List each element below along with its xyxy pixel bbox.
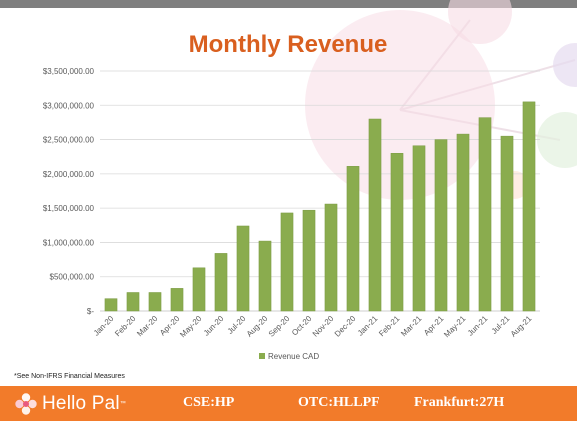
bar xyxy=(500,135,514,312)
footnote: *See Non-IFRS Financial Measures xyxy=(14,373,125,380)
bar xyxy=(368,118,382,312)
x-tick-label: Oct-20 xyxy=(290,314,314,338)
y-axis-ticks: $- $500,000.00 $1,000,000.00 $1,500,000.00 $… xyxy=(43,67,95,316)
x-tick-label: Nov-20 xyxy=(311,314,336,339)
bar xyxy=(456,133,470,312)
x-tick-label: Jan-20 xyxy=(92,314,116,338)
x-tick-label: Jun-21 xyxy=(466,314,490,338)
brand-name: Hello Pal xyxy=(42,393,120,414)
flower-logo-icon xyxy=(15,393,37,415)
chart-title: Monthly Revenue xyxy=(189,31,388,58)
bar xyxy=(214,253,228,312)
ticker-frankfurt: Frankfurt:27H xyxy=(414,395,505,410)
bar xyxy=(412,145,426,312)
gridlines xyxy=(100,70,540,312)
y-tick-label: $3,500,000.00 xyxy=(43,67,95,76)
bars xyxy=(104,101,536,312)
x-tick-label: Jan-21 xyxy=(356,314,380,338)
legend-swatch xyxy=(259,353,265,359)
y-tick-label: $1,000,000.00 xyxy=(43,238,95,247)
bar xyxy=(346,166,360,312)
x-tick-label: Dec-20 xyxy=(333,314,358,339)
bar xyxy=(192,267,206,312)
bar xyxy=(148,292,162,312)
bar xyxy=(478,117,492,312)
x-tick-label: Aug-20 xyxy=(245,314,270,339)
y-tick-label: $3,000,000.00 xyxy=(43,101,95,110)
x-tick-label: Jun-20 xyxy=(202,314,226,338)
x-tick-label: Mar-21 xyxy=(399,314,424,339)
revenue-bar-chart: Monthly Revenue $- $500,000.00 $1,000,000.… xyxy=(43,31,540,361)
bar xyxy=(434,139,448,312)
y-tick-label: $1,500,000.00 xyxy=(43,204,95,213)
bar xyxy=(324,203,338,312)
legend-label: Revenue CAD xyxy=(268,352,319,361)
bar xyxy=(302,209,316,312)
bar xyxy=(170,288,184,312)
hello-pal-logo: Hello Pal ™ xyxy=(14,392,126,416)
bar xyxy=(390,153,404,312)
footer-bar: Hello Pal ™ CSE:HP OTC:HLLPF Frankfurt:2… xyxy=(0,386,577,421)
x-tick-label: Feb-20 xyxy=(113,314,138,339)
bar xyxy=(104,298,118,312)
y-tick-label: $2,000,000.00 xyxy=(43,170,95,179)
y-tick-label: $2,500,000.00 xyxy=(43,136,95,145)
y-tick-label: $500,000.00 xyxy=(50,273,95,282)
x-tick-label: May-20 xyxy=(178,314,204,340)
bar xyxy=(522,101,536,312)
ticker-cse: CSE:HP xyxy=(183,395,235,410)
bar xyxy=(258,240,272,312)
x-tick-label: Sep-20 xyxy=(267,314,292,339)
x-tick-label: Feb-21 xyxy=(377,314,402,339)
ticker-otc: OTC:HLLPF xyxy=(298,395,380,410)
y-tick-label: $- xyxy=(87,307,94,316)
x-tick-label: Aug-21 xyxy=(509,314,534,339)
x-tick-label: May-21 xyxy=(442,314,468,340)
legend: Revenue CAD xyxy=(259,352,319,361)
x-tick-label: Mar-20 xyxy=(135,314,160,339)
bar xyxy=(280,212,294,312)
top-bar xyxy=(0,0,577,8)
bar xyxy=(126,292,140,312)
bar xyxy=(236,225,250,312)
brand-trademark: ™ xyxy=(119,401,126,407)
